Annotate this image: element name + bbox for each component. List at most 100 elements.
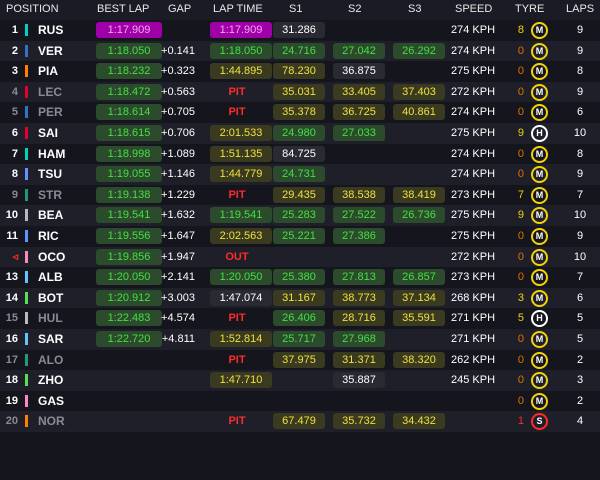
tyre-age: 3 (517, 291, 524, 304)
driver-code: SAI (38, 126, 59, 140)
gap-to-leader: +0.563 (161, 85, 195, 98)
driver-row[interactable]: 11 RIC 1:19.556 +1.647 2:02.563 25.221 27.386 2… (0, 226, 600, 247)
position-number: 18 (5, 374, 18, 387)
team-color-bar (25, 65, 28, 78)
driver-code: OCO (38, 249, 66, 264)
speed-trap: 273 KPH (451, 188, 496, 201)
sector-1: 31.286 (273, 22, 325, 38)
sector-1: 26.406 (273, 310, 325, 327)
driver-code: BOT (38, 290, 64, 305)
sector-2: 35.732 (333, 413, 385, 430)
laps-completed: 4 (576, 415, 584, 428)
driver-row[interactable]: 6 SAI 1:18.615 +0.706 2:01.533 24.980 27.033 27… (0, 123, 600, 144)
speed-trap: 271 KPH (451, 333, 496, 345)
speed-trap (451, 413, 511, 429)
driver-row[interactable]: 18 ZHO 1:47.710 35.887 245 KPH 0 M 3 (0, 370, 600, 391)
sector-2: 31.371 (333, 351, 385, 368)
header-best-lap[interactable]: BEST LAP (97, 3, 150, 15)
team-color-bar (25, 147, 28, 160)
sector-1: 29.435 (273, 186, 325, 203)
lap-time: PIT (228, 85, 246, 98)
driver-code: PER (38, 105, 63, 120)
driver-row[interactable]: 17 ALO PIT 37.975 31.371 38.320 262 KPH 0 M 2 (0, 350, 600, 371)
driver-row[interactable]: 14 BOT 1:20.912 +3.003 1:47.074 31.167 38.773 3… (0, 287, 600, 309)
gap-to-leader: +0.705 (161, 106, 195, 119)
tyre-age: 0 (517, 271, 524, 284)
driver-row[interactable]: 7 HAM 1:18.998 +1.089 1:51.135 84.725 274 KPH 0… (0, 144, 600, 165)
header-speed[interactable]: SPEED (455, 3, 493, 15)
best-lap: 1:20.050 (96, 269, 162, 286)
position-number: 1 (11, 24, 18, 36)
driver-row[interactable]: 16 SAR 1:22.720 +4.811 1:52.814 25.717 27.968 2… (0, 329, 600, 350)
best-lap: 1:18.232 (96, 63, 162, 80)
sector-3: 26.736 (393, 207, 445, 224)
tyre-compound-icon: M (531, 392, 548, 410)
lap-time: 1:18.050 (210, 42, 272, 59)
gap-to-leader (150, 413, 195, 429)
driver-row[interactable]: 13 ALB 1:20.050 +2.141 1:20.050 25.380 27.813 2… (0, 267, 600, 288)
tyre-age: 0 (517, 168, 524, 181)
position-number: 7 (11, 147, 18, 160)
driver-row[interactable]: 3 PIA 1:18.232 +0.323 1:44.895 78.230 36.875 27… (0, 61, 600, 82)
position-number: 3 (11, 65, 18, 78)
laps-completed: 2 (576, 353, 584, 366)
header-s3[interactable]: S3 (408, 3, 422, 15)
gap-to-leader: +3.003 (161, 291, 195, 304)
tyre-compound-icon: M (531, 248, 548, 266)
driver-row[interactable]: 19 GAS 0 M 2 (0, 391, 600, 412)
driver-row[interactable]: 2 VER 1:18.050 +0.141 1:18.050 24.716 27.042 26… (0, 40, 600, 62)
driver-row[interactable]: 10 BEA 1:19.541 +1.632 1:19.541 25.283 27.522 2… (0, 205, 600, 226)
driver-code: ALB (38, 270, 63, 285)
driver-row[interactable]: 20 NOR PIT 67.479 35.732 34.432 1 S 4 (0, 411, 600, 432)
tyre-age: 0 (517, 65, 524, 78)
driver-row[interactable]: 8 TSU 1:19.055 +1.146 1:44.779 24.731 274 KPH 0… (0, 164, 600, 185)
team-color-bar (25, 250, 28, 263)
tyre-age: 0 (517, 250, 524, 263)
best-lap: 1:18.614 (96, 104, 162, 121)
driver-row[interactable]: 15 HUL 1:22.483 +4.574 PIT 26.406 28.716 35.591… (0, 308, 600, 329)
driver-code: TSU (38, 167, 62, 182)
header-lap-time[interactable]: LAP TIME (213, 3, 263, 15)
tyre-compound-icon: M (531, 104, 548, 122)
sector-3: 37.403 (393, 83, 445, 100)
tyre-compound-icon: S (531, 413, 548, 431)
lap-time: 2:02.563 (210, 228, 272, 244)
driver-code: SAR (38, 332, 64, 346)
sector-2: 28.716 (333, 310, 385, 327)
driver-row[interactable]: ◃ OCO 1:19.856 +1.947 OUT 272 KPH 0 M 10 (0, 246, 600, 268)
sector-2: 35.887 (333, 372, 385, 389)
lap-time: 2:01.533 (210, 125, 272, 141)
position-number: 16 (5, 333, 18, 345)
speed-trap: 268 KPH (451, 291, 496, 304)
driver-row[interactable]: 1 RUS 1:17.909 1:17.909 31.286 274 KPH 8 M 9 (0, 20, 600, 41)
header-gap[interactable]: GAP (168, 3, 192, 15)
gap-to-leader: +1.089 (161, 147, 195, 160)
driver-code: ALO (38, 352, 64, 367)
team-color-bar (25, 333, 28, 345)
sector-2: 27.033 (333, 125, 385, 141)
lap-time: PIT (228, 312, 246, 325)
tyre-compound-icon: M (531, 289, 548, 307)
driver-row[interactable]: 9 STR 1:19.138 +1.229 PIT 29.435 38.538 38.419 2… (0, 185, 600, 206)
position-number: ◃ (12, 250, 18, 263)
sector-1: 25.221 (273, 228, 325, 244)
header-tyre[interactable]: TYRE (515, 3, 545, 15)
laps-completed: 5 (576, 333, 584, 345)
laps-completed: 10 (573, 250, 587, 263)
lap-time: PIT (228, 188, 246, 201)
position-number: 14 (5, 291, 18, 304)
header-position[interactable]: POSITION (6, 3, 59, 15)
team-color-bar (25, 230, 28, 242)
speed-trap: 274 KPH (451, 24, 496, 36)
laps-completed: 6 (576, 106, 584, 119)
header-s2[interactable]: S2 (348, 3, 362, 15)
best-lap: 1:18.998 (96, 145, 162, 162)
speed-trap: 272 KPH (451, 250, 496, 263)
header-s1[interactable]: S1 (289, 3, 303, 15)
driver-row[interactable]: 4 LEC 1:18.472 +0.563 PIT 35.031 33.405 37.403 2… (0, 81, 600, 103)
gap-to-leader: +0.706 (161, 127, 195, 139)
timing-header: POSITION BEST LAP GAP LAP TIME S1 S2 S3 … (0, 0, 600, 20)
gap-to-leader (150, 22, 195, 38)
driver-row[interactable]: 5 PER 1:18.614 +0.705 PIT 35.378 36.725 40.861 2… (0, 102, 600, 123)
header-laps[interactable]: LAPS (566, 3, 595, 15)
